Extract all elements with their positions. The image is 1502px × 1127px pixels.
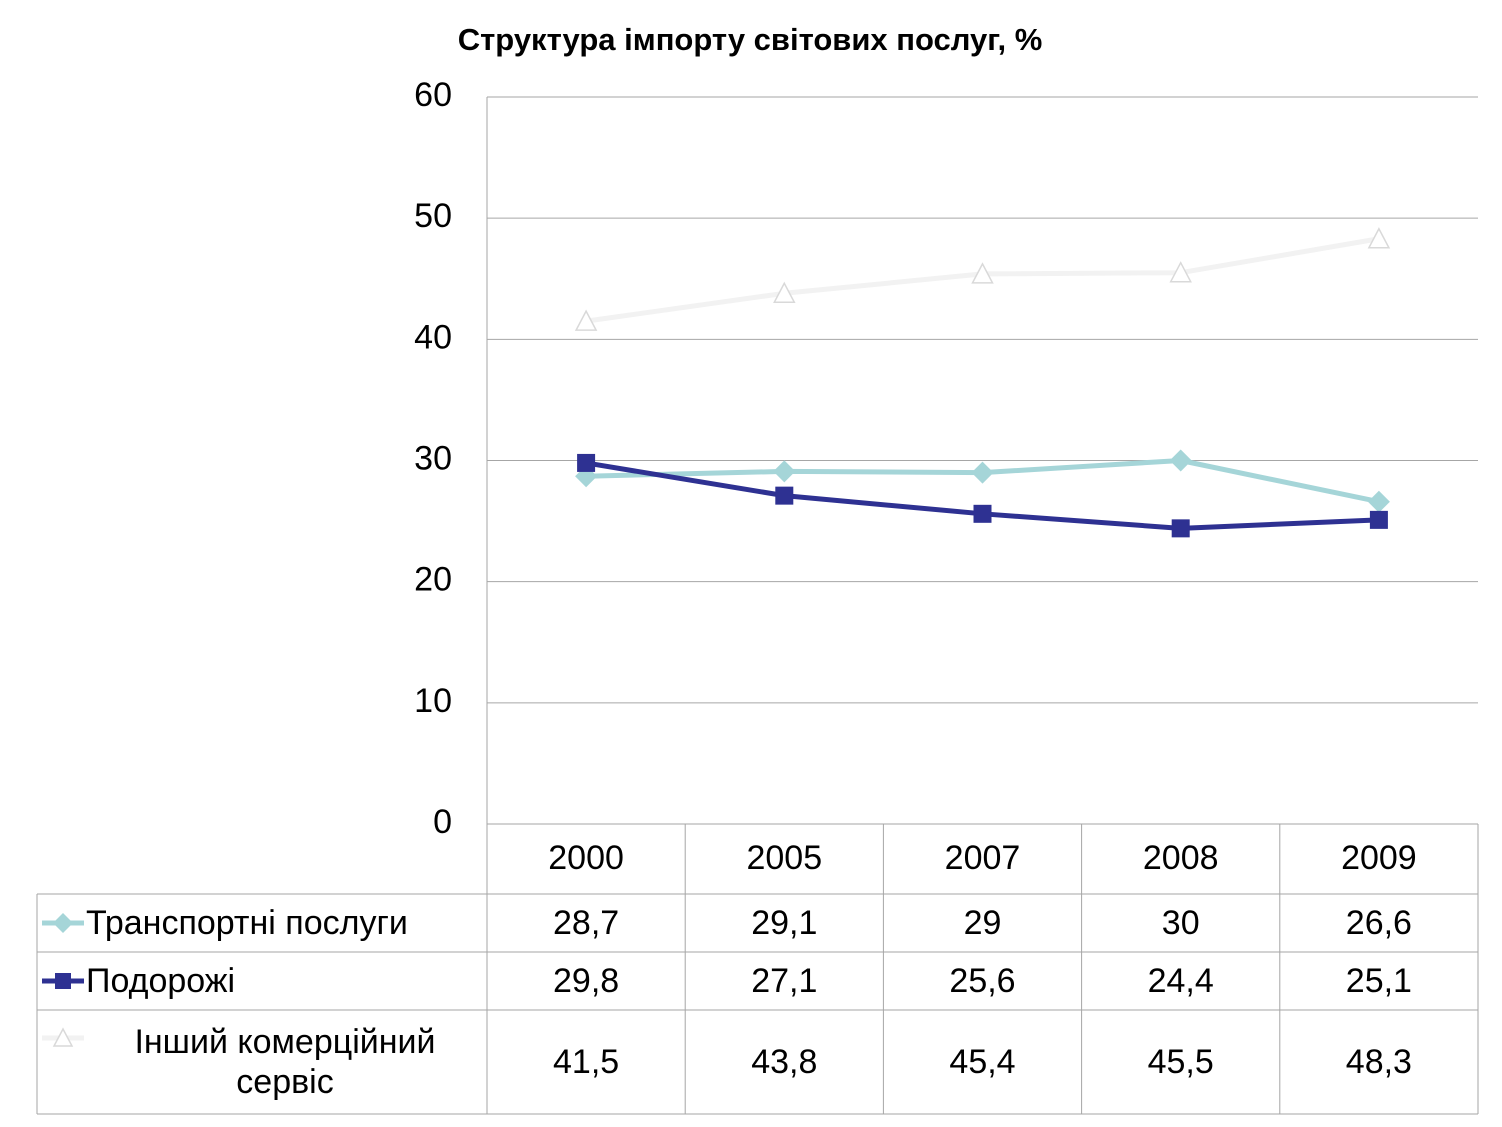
marker <box>971 461 994 484</box>
x-tick-label: 2000 <box>548 839 624 877</box>
marker <box>773 460 796 483</box>
table-value: 25,6 <box>949 962 1015 1000</box>
table-value: 45,4 <box>949 1043 1015 1081</box>
chart-title: Структура імпорту світових послуг, % <box>458 22 1043 57</box>
y-tick-label: 50 <box>414 197 452 235</box>
table-value: 29,1 <box>751 904 817 942</box>
y-tick-label: 30 <box>414 439 452 477</box>
marker <box>1369 510 1388 529</box>
x-tick-label: 2008 <box>1143 839 1219 877</box>
y-tick-label: 40 <box>414 318 452 356</box>
y-tick-label: 10 <box>414 682 452 720</box>
marker <box>1169 261 1192 283</box>
marker <box>1171 519 1190 538</box>
table-value: 41,5 <box>553 1043 619 1081</box>
legend-label: Інший комерційний сервіс <box>134 1023 436 1101</box>
table-value: 30 <box>1162 904 1200 942</box>
legend-item: Подорожі <box>86 962 236 1000</box>
table-value: 45,5 <box>1148 1043 1214 1081</box>
table-value: 29,8 <box>553 962 619 1000</box>
marker <box>773 281 796 304</box>
marker <box>55 973 71 989</box>
x-tick-label: 2007 <box>945 839 1021 877</box>
table-value: 43,8 <box>751 1043 817 1081</box>
x-tick-label: 2009 <box>1341 839 1417 877</box>
marker <box>574 309 598 331</box>
marker <box>1367 227 1391 249</box>
legend-label: Подорожі <box>86 962 236 1000</box>
table-value: 27,1 <box>751 962 817 1000</box>
marker <box>973 504 992 523</box>
table-value: 25,1 <box>1346 962 1412 1000</box>
legend-item: Транспортні послуги <box>86 904 408 942</box>
marker <box>1367 490 1390 513</box>
table-value: 48,3 <box>1346 1043 1412 1081</box>
table-value: 28,7 <box>553 904 619 942</box>
y-tick-label: 20 <box>414 561 452 599</box>
table-value: 24,4 <box>1148 962 1214 1000</box>
marker <box>577 453 596 472</box>
marker <box>971 262 994 284</box>
legend-label: Транспортні послуги <box>86 904 408 942</box>
y-tick-label: 60 <box>414 76 452 114</box>
x-tick-label: 2005 <box>746 839 822 877</box>
table-value: 26,6 <box>1346 904 1412 942</box>
marker <box>775 486 794 505</box>
table-value: 29 <box>964 904 1002 942</box>
marker <box>53 913 73 933</box>
legend-item: Інший комерційний сервіс <box>134 1023 436 1101</box>
marker <box>52 1027 74 1047</box>
y-tick-label: 0 <box>433 803 452 841</box>
marker <box>1169 449 1192 472</box>
